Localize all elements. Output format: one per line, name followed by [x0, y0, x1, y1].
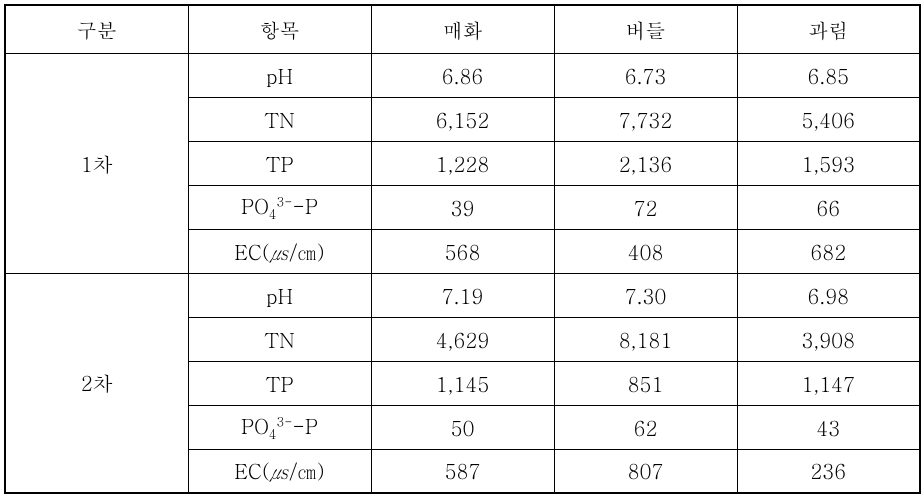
value-cell: 6.86 [371, 53, 554, 97]
value-cell: 50 [371, 405, 554, 449]
value-cell: 7.19 [371, 273, 554, 317]
table-header-row: 구분 항목 매화 버들 과림 [5, 5, 920, 53]
value-cell: 7.30 [554, 273, 737, 317]
value-cell: 3,908 [737, 317, 920, 361]
header-col1: 매화 [371, 5, 554, 53]
item-cell: TN [188, 317, 371, 361]
value-cell: 587 [371, 449, 554, 493]
item-cell: pH [188, 273, 371, 317]
value-cell: 236 [737, 449, 920, 493]
value-cell: 5,406 [737, 97, 920, 141]
item-cell: EC(㎲/㎝) [188, 229, 371, 273]
header-col3: 과림 [737, 5, 920, 53]
item-cell: PO43--P [188, 405, 371, 449]
value-cell: 1,228 [371, 141, 554, 185]
value-cell: 72 [554, 185, 737, 229]
value-cell: 2,136 [554, 141, 737, 185]
value-cell: 1,593 [737, 141, 920, 185]
item-cell: TP [188, 361, 371, 405]
header-item: 항목 [188, 5, 371, 53]
value-cell: 62 [554, 405, 737, 449]
value-cell: 851 [554, 361, 737, 405]
value-cell: 7,732 [554, 97, 737, 141]
item-cell: EC(㎲/㎝) [188, 449, 371, 493]
header-col2: 버들 [554, 5, 737, 53]
value-cell: 807 [554, 449, 737, 493]
data-table: 구분 항목 매화 버들 과림 1차pH6.866.736.85TN6,1527,… [4, 4, 921, 494]
value-cell: 6.85 [737, 53, 920, 97]
value-cell: 4,629 [371, 317, 554, 361]
value-cell: 408 [554, 229, 737, 273]
value-cell: 6.98 [737, 273, 920, 317]
header-gubun: 구분 [5, 5, 188, 53]
item-cell: TP [188, 141, 371, 185]
item-cell: pH [188, 53, 371, 97]
value-cell: 1,145 [371, 361, 554, 405]
value-cell: 568 [371, 229, 554, 273]
value-cell: 43 [737, 405, 920, 449]
table-row: 1차pH6.866.736.85 [5, 53, 920, 97]
value-cell: 6,152 [371, 97, 554, 141]
value-cell: 39 [371, 185, 554, 229]
value-cell: 66 [737, 185, 920, 229]
table-body: 1차pH6.866.736.85TN6,1527,7325,406TP1,228… [5, 53, 920, 493]
table-row: 2차pH7.197.306.98 [5, 273, 920, 317]
item-cell: TN [188, 97, 371, 141]
item-cell: PO43--P [188, 185, 371, 229]
value-cell: 682 [737, 229, 920, 273]
value-cell: 1,147 [737, 361, 920, 405]
group-label: 2차 [5, 273, 188, 493]
group-label: 1차 [5, 53, 188, 273]
value-cell: 6.73 [554, 53, 737, 97]
value-cell: 8,181 [554, 317, 737, 361]
